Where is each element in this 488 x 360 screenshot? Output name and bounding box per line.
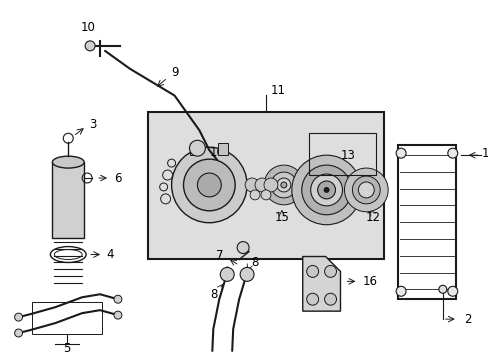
Circle shape [301,165,351,215]
Circle shape [220,267,234,282]
Bar [218,143,228,155]
Circle shape [270,172,296,198]
Text: 12: 12 [365,211,380,224]
Ellipse shape [447,286,457,296]
Bar [32,302,102,334]
Circle shape [324,293,336,305]
Text: 16: 16 [362,275,377,288]
Text: 2: 2 [463,312,470,325]
Text: 14: 14 [313,211,328,224]
Polygon shape [302,257,340,311]
Circle shape [114,311,122,319]
Bar [190,143,200,155]
Circle shape [255,178,268,192]
Text: 10: 10 [81,22,95,35]
Circle shape [240,267,254,282]
Circle shape [244,178,259,192]
Circle shape [317,181,335,199]
Circle shape [324,265,336,277]
Circle shape [291,155,361,225]
Circle shape [15,329,22,337]
Bar [147,112,384,260]
Text: 7: 7 [215,249,223,262]
Circle shape [189,140,205,156]
Text: 3: 3 [89,118,97,131]
Ellipse shape [395,286,405,296]
Circle shape [197,173,221,197]
Circle shape [85,41,95,51]
Text: 4: 4 [106,248,114,261]
Circle shape [344,168,387,212]
Circle shape [280,182,286,188]
Circle shape [306,293,318,305]
Text: 13: 13 [340,149,355,162]
Ellipse shape [447,148,457,158]
Circle shape [237,242,248,253]
Text: 8: 8 [251,256,258,269]
Circle shape [323,187,329,193]
Circle shape [310,174,342,206]
Circle shape [114,295,122,303]
Text: 8: 8 [210,288,218,301]
Circle shape [183,159,235,211]
Circle shape [171,147,246,223]
Circle shape [249,190,260,200]
Text: 15: 15 [274,211,289,224]
Text: 5: 5 [63,342,71,355]
Circle shape [358,182,373,198]
Circle shape [264,165,303,205]
Text: 10: 10 [209,146,224,159]
Circle shape [15,313,22,321]
Text: 6: 6 [114,171,122,185]
Circle shape [264,178,277,192]
Circle shape [276,178,290,192]
Circle shape [261,190,270,200]
Circle shape [352,176,380,204]
Ellipse shape [395,148,405,158]
Bar [308,133,375,175]
Bar [52,162,84,238]
Text: 11: 11 [270,84,285,97]
Ellipse shape [52,156,84,168]
Text: 9: 9 [170,66,178,79]
Bar [397,145,455,299]
Text: 1: 1 [481,147,488,160]
Circle shape [438,285,446,293]
Circle shape [306,265,318,277]
